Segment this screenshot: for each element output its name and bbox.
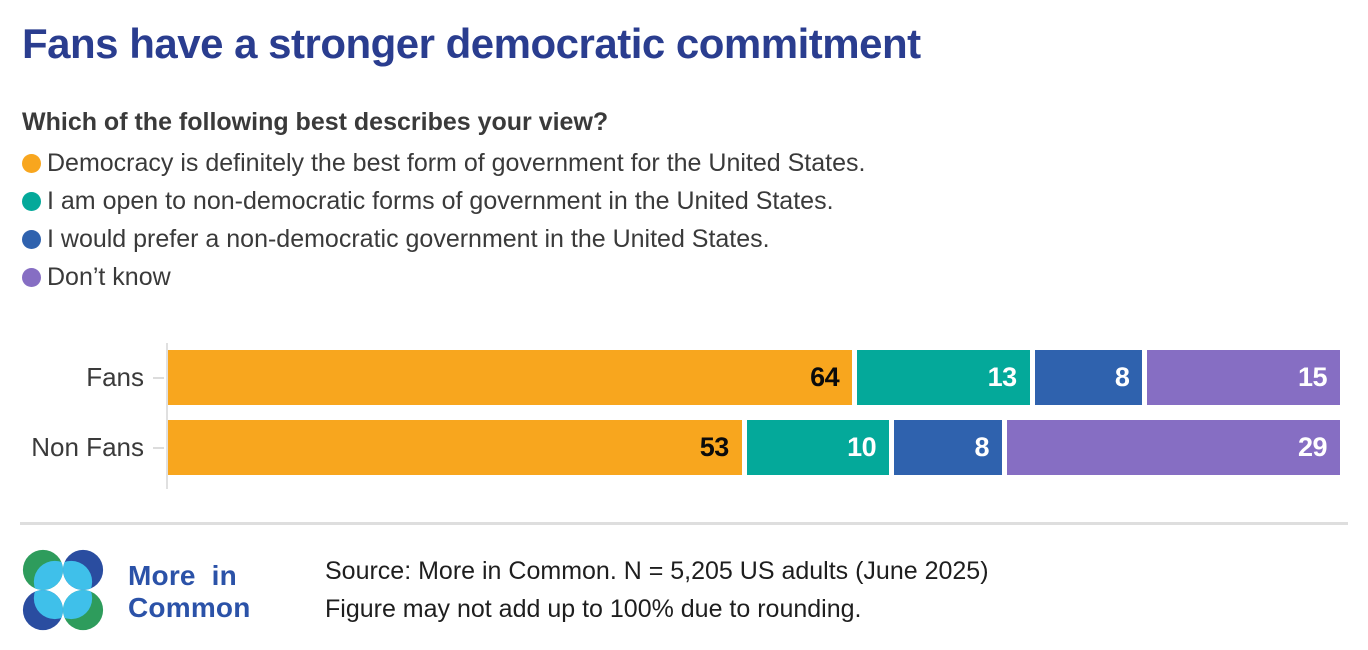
axis-tick bbox=[153, 376, 164, 379]
source-line1: Source: More in Common. N = 5,205 US adu… bbox=[325, 557, 989, 586]
bar-row-fans: Fans 64 13 8 15 bbox=[0, 350, 1340, 406]
bar-value-label: 8 bbox=[1114, 362, 1130, 393]
legend-dot-icon bbox=[22, 153, 41, 173]
bar-value-label: 53 bbox=[699, 432, 730, 463]
bar-segment-dont-know: 15 bbox=[1147, 350, 1340, 406]
more-in-common-wordmark: More in Common bbox=[128, 560, 325, 624]
bar-stack: 64 13 8 15 bbox=[168, 350, 1340, 406]
bar-row-non-fans: Non Fans 53 10 8 29 bbox=[0, 420, 1340, 476]
legend: Democracy is definitely the best form of… bbox=[22, 144, 1340, 296]
bar-stack: 53 10 8 29 bbox=[168, 420, 1340, 476]
footer-divider bbox=[20, 522, 1348, 526]
bar-segment-prefer-nondemocratic: 8 bbox=[894, 420, 1002, 476]
header: Fans have a stronger democratic commitme… bbox=[0, 0, 1368, 296]
legend-item-prefer-nondemocratic: I would prefer a non-democratic governme… bbox=[22, 220, 1340, 258]
bar-value-label: 10 bbox=[847, 432, 877, 463]
bar-value-label: 29 bbox=[1297, 432, 1328, 463]
stacked-bar-chart: Fans 64 13 8 15 Non Fans bbox=[0, 343, 1340, 490]
footer: More in Common Source: More in Common. N… bbox=[22, 549, 1368, 631]
legend-label: Democracy is definitely the best form of… bbox=[47, 148, 866, 177]
bar-segment-open-nondemocratic: 10 bbox=[746, 420, 890, 476]
bar-segment-open-nondemocratic: 13 bbox=[857, 350, 1030, 406]
chart-subtitle: Which of the following best describes yo… bbox=[22, 108, 609, 137]
source-note: Source: More in Common. N = 5,205 US adu… bbox=[325, 552, 989, 628]
bar-value-label: 8 bbox=[974, 432, 989, 463]
legend-item-open-nondemocratic: I am open to non-democratic forms of gov… bbox=[22, 182, 1340, 220]
legend-label: I would prefer a non-democratic governme… bbox=[47, 224, 770, 253]
chart-title: Fans have a stronger democratic commitme… bbox=[22, 20, 921, 67]
bar-value-label: 13 bbox=[987, 362, 1018, 393]
bar-value-label: 15 bbox=[1297, 362, 1328, 393]
legend-dot-icon bbox=[22, 191, 41, 211]
bar-segment-democracy-best: 53 bbox=[168, 420, 742, 476]
category-label: Non Fans bbox=[31, 432, 144, 463]
legend-dot-icon bbox=[22, 229, 41, 249]
bar-value-label: 64 bbox=[810, 362, 840, 393]
wordmark-line1: More in bbox=[128, 560, 237, 592]
category-label: Fans bbox=[86, 362, 144, 393]
legend-item-democracy-best: Democracy is definitely the best form of… bbox=[22, 144, 1340, 182]
legend-label: Don’t know bbox=[47, 262, 171, 291]
bar-segment-democracy-best: 64 bbox=[168, 350, 853, 406]
legend-label: I am open to non-democratic forms of gov… bbox=[47, 186, 834, 215]
bar-segment-prefer-nondemocratic: 8 bbox=[1034, 350, 1143, 406]
y-axis-line bbox=[166, 343, 168, 490]
wordmark-line2: Common bbox=[128, 592, 251, 624]
bar-segment-dont-know: 29 bbox=[1006, 420, 1340, 476]
axis-tick bbox=[153, 446, 164, 449]
legend-item-dont-know: Don’t know bbox=[22, 258, 1340, 296]
more-in-common-logo-icon bbox=[22, 549, 104, 631]
legend-dot-icon bbox=[22, 267, 41, 287]
source-line2: Figure may not add up to 100% due to rou… bbox=[325, 595, 862, 624]
